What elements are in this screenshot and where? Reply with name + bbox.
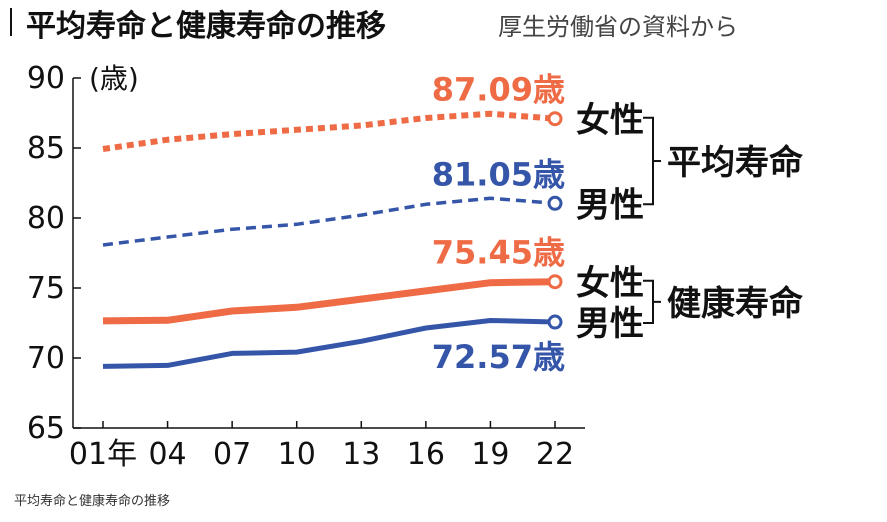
group-label: 平均寿命 [667, 143, 803, 183]
source-note: 厚生労働省の資料から [498, 13, 738, 41]
y-tick-label: 90 [27, 61, 65, 96]
series-layer [102, 110, 563, 369]
series-name-label: 女性 [576, 101, 644, 141]
y-unit-label: (歳) [89, 62, 139, 95]
series-line-2 [102, 278, 556, 325]
y-tick-label: 65 [27, 411, 65, 446]
image-caption: 平均寿命と健康寿命の推移 [14, 494, 171, 509]
series-end-marker [547, 195, 563, 211]
series-end-label: 81.05歳 [432, 155, 565, 193]
y-tick-label: 85 [27, 131, 65, 166]
series-line-3 [102, 318, 556, 369]
x-tick-label: 01年 [69, 437, 137, 472]
x-tick-label: 19 [471, 437, 509, 472]
series-line-0 [102, 110, 556, 152]
y-tick-label: 75 [27, 271, 65, 306]
series-end-label: 72.57歳 [432, 338, 565, 376]
y-tick-label: 80 [27, 201, 65, 236]
y-tick-label: 70 [27, 341, 65, 376]
series-line-1 [102, 196, 556, 247]
x-tick-label: 22 [536, 437, 574, 472]
x-tick-label: 16 [407, 437, 445, 472]
x-tick-label: 04 [148, 437, 186, 472]
group-label: 健康寿命 [667, 284, 803, 324]
group-bracket [643, 116, 654, 206]
x-tick-label: 07 [213, 437, 251, 472]
chart-title: 平均寿命と健康寿命の推移 [26, 9, 386, 44]
series-end-label: 87.09歳 [432, 71, 565, 109]
series-end-marker [547, 274, 563, 290]
series-end-marker [547, 314, 563, 330]
series-end-marker [547, 111, 563, 127]
series-end-label: 75.45歳 [432, 234, 565, 272]
series-name-label: 男性 [576, 304, 644, 344]
series-name-label: 女性 [576, 264, 644, 304]
series-name-label: 男性 [576, 185, 644, 225]
group-bracket [643, 279, 654, 325]
axes: 65 70 75 80 85 90 (歳) 01年 04 07 10 13 16 19 22 [27, 61, 585, 472]
x-tick-label: 10 [278, 437, 316, 472]
x-tick-label: 13 [342, 437, 380, 472]
